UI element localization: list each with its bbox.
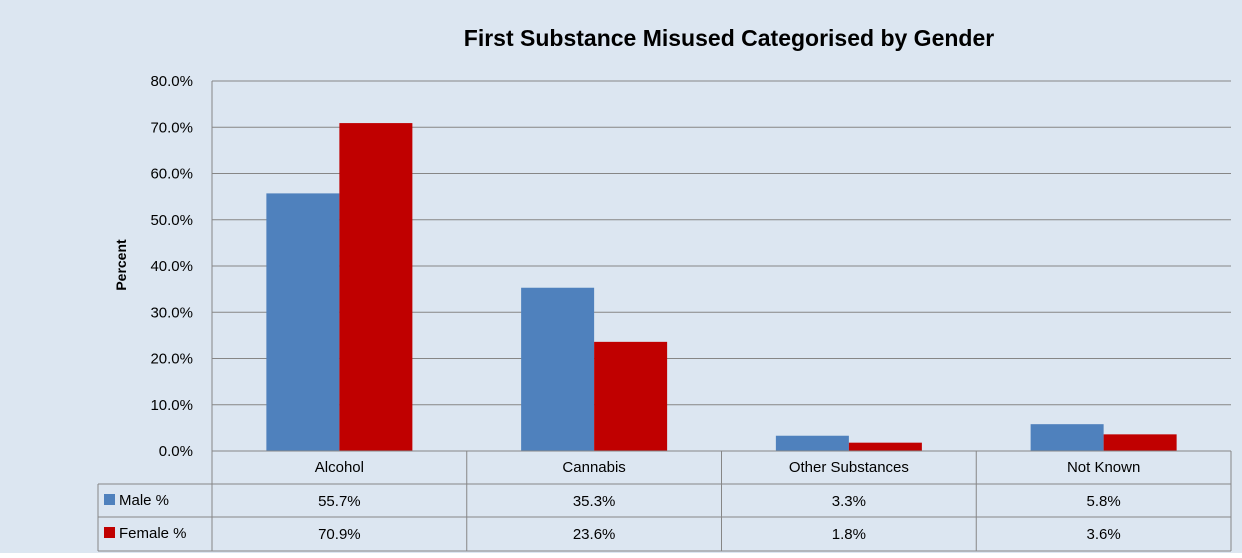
category-label: Not Known (1067, 459, 1140, 476)
y-tick-label: 70.0% (150, 119, 193, 136)
bar-male (775, 435, 849, 451)
category-label: Other Substances (789, 459, 909, 476)
data-label-male: 3.3% (832, 493, 866, 510)
y-tick-label: 80.0% (150, 73, 193, 90)
y-ticks: 0.0% 10.0% 20.0% 30.0% 40.0% 50.0% 60.0% 70.0% 8… (150, 73, 193, 460)
legend-label-male: Male % (119, 492, 169, 509)
legend-key-female (104, 527, 115, 538)
data-table: Alcohol Cannabis Other Substances Not Known… (97, 450, 1232, 552)
data-label-male: 35.3% (573, 493, 616, 510)
bar-male (266, 193, 340, 451)
y-tick-label: 50.0% (150, 212, 193, 229)
category-label: Alcohol (315, 459, 364, 476)
bar-male (521, 287, 595, 451)
data-label-female: 23.6% (573, 526, 616, 543)
legend-label-female: Female % (119, 525, 187, 542)
category-label: Cannabis (562, 459, 625, 476)
data-label-female: 1.8% (832, 526, 866, 543)
y-tick-label: 40.0% (150, 258, 193, 275)
chart-title: First Substance Misused Categorised by G… (464, 25, 994, 51)
data-label-male: 55.7% (318, 493, 361, 510)
bar-female (848, 442, 922, 451)
legend-key-male (104, 494, 115, 505)
y-axis-label: Percent (113, 239, 129, 291)
bar-male (1030, 424, 1104, 451)
bar-female (1103, 434, 1177, 451)
data-label-male: 5.8% (1087, 493, 1121, 510)
y-tick-label: 0.0% (159, 443, 193, 460)
y-tick-label: 30.0% (150, 304, 193, 321)
bars (266, 123, 1177, 452)
data-label-female: 70.9% (318, 526, 361, 543)
y-tick-label: 20.0% (150, 351, 193, 368)
bar-female (594, 341, 668, 451)
data-label-female: 3.6% (1087, 526, 1121, 543)
y-tick-label: 60.0% (150, 166, 193, 183)
bar-female (339, 123, 413, 452)
y-tick-label: 10.0% (150, 397, 193, 414)
